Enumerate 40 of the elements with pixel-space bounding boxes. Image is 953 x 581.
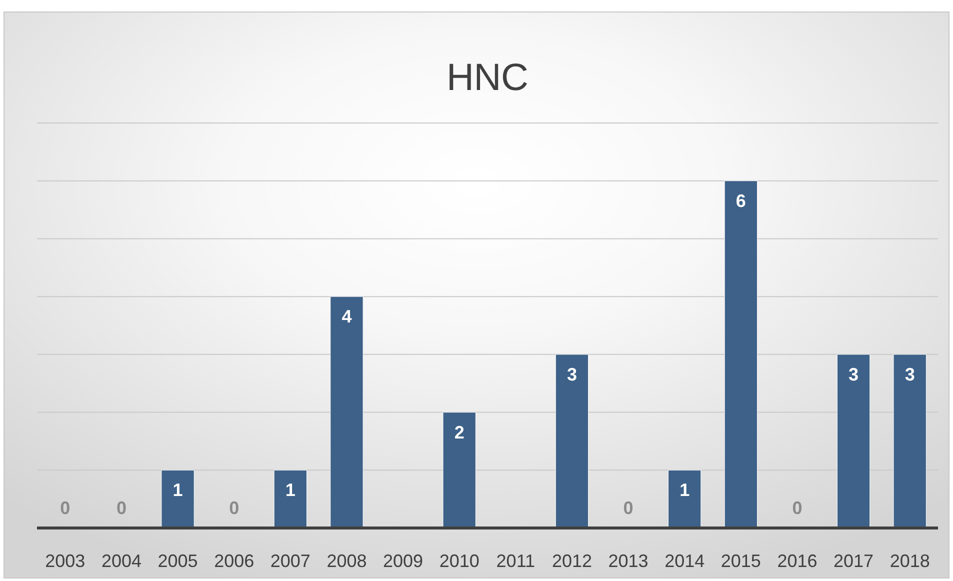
x-tick-label: 2004 bbox=[101, 551, 142, 571]
bar bbox=[836, 354, 870, 528]
x-tick-label: 2010 bbox=[439, 551, 480, 571]
data-label: 0 bbox=[229, 498, 240, 518]
x-tick-label: 2011 bbox=[496, 551, 536, 571]
data-label: 1 bbox=[172, 480, 183, 500]
bar bbox=[330, 296, 364, 528]
data-label: 0 bbox=[116, 498, 126, 518]
x-tick-label: 2018 bbox=[890, 551, 930, 571]
x-tick-label: 2014 bbox=[664, 551, 705, 571]
x-tick-label: 2009 bbox=[383, 551, 424, 571]
chart-title: HNC bbox=[446, 57, 528, 99]
x-tick-label: 2012 bbox=[552, 551, 592, 571]
data-label: 3 bbox=[848, 364, 859, 384]
x-tick-label: 2006 bbox=[214, 551, 254, 571]
x-tick-label: 2008 bbox=[326, 551, 367, 571]
bar bbox=[161, 470, 194, 528]
data-label: 6 bbox=[736, 190, 746, 211]
data-label: 3 bbox=[904, 364, 915, 384]
bar bbox=[893, 354, 926, 528]
data-label: 2 bbox=[454, 422, 464, 442]
bar bbox=[274, 470, 307, 528]
x-tick-label: 2015 bbox=[720, 551, 761, 571]
x-tick-label: 2003 bbox=[45, 551, 86, 571]
data-label: 0 bbox=[60, 498, 70, 518]
data-label: 1 bbox=[680, 480, 690, 500]
data-label: 1 bbox=[285, 480, 296, 500]
x-tick-label: 2017 bbox=[834, 551, 874, 571]
x-tick-label: 2013 bbox=[608, 551, 648, 571]
x-tick-label: 2007 bbox=[270, 551, 310, 571]
bar bbox=[724, 180, 758, 528]
data-label: 4 bbox=[342, 306, 352, 327]
bar bbox=[668, 470, 702, 528]
data-label: 0 bbox=[623, 498, 634, 518]
data-label: 0 bbox=[792, 498, 802, 518]
bar bbox=[442, 412, 476, 528]
bar bbox=[555, 354, 589, 528]
data-label: 3 bbox=[566, 364, 577, 384]
x-tick-label: 2005 bbox=[158, 551, 198, 571]
x-tick-label: 2016 bbox=[777, 551, 818, 571]
